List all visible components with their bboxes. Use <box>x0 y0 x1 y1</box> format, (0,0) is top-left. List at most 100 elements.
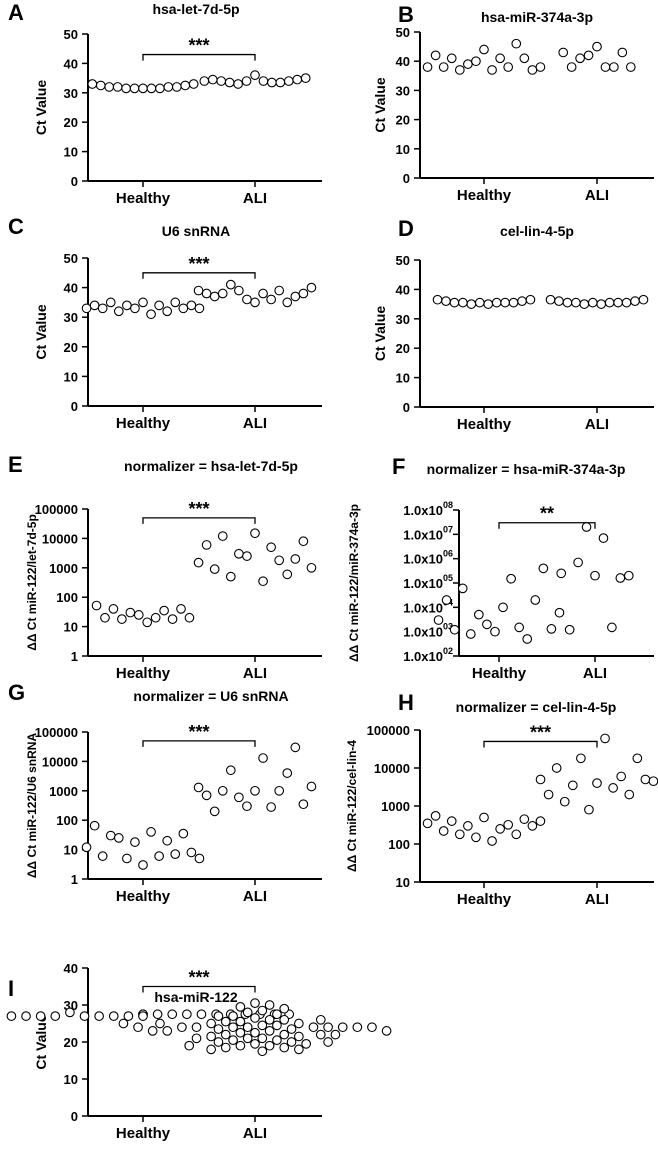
data-point <box>600 733 610 744</box>
significance-label: *** <box>188 36 209 56</box>
data-point <box>430 50 441 61</box>
y-tick-label: 20 <box>396 113 410 128</box>
data-point <box>150 612 161 623</box>
data-point <box>292 74 303 85</box>
y-axis-label: Ct Value <box>372 77 388 132</box>
data-point <box>298 536 309 547</box>
data-point <box>500 297 510 308</box>
data-point <box>272 1020 282 1031</box>
data-point <box>94 1011 104 1021</box>
data-point <box>159 605 169 616</box>
significance-label: *** <box>188 499 209 519</box>
data-point <box>257 1020 268 1031</box>
data-point <box>213 1024 224 1034</box>
data-point <box>264 1000 275 1010</box>
data-point <box>608 783 618 793</box>
data-point <box>458 297 468 308</box>
y-tick-label: 20 <box>64 340 78 355</box>
data-point <box>207 74 218 85</box>
data-point <box>498 602 508 613</box>
data-point <box>487 65 497 75</box>
data-point <box>457 583 468 594</box>
data-point <box>234 285 244 296</box>
data-point <box>527 65 538 75</box>
data-point <box>279 1014 290 1025</box>
y-tick-label: 50 <box>396 25 410 40</box>
data-point <box>454 65 465 75</box>
data-point <box>490 626 500 637</box>
data-point <box>487 836 497 846</box>
data-point <box>264 1014 275 1025</box>
data-point <box>491 297 502 308</box>
data-point <box>188 79 199 89</box>
data-point <box>117 614 127 624</box>
data-point <box>465 629 476 639</box>
data-point <box>89 300 100 311</box>
y-tick-label: 100000 <box>367 723 410 738</box>
data-point <box>108 604 119 614</box>
data-point <box>125 607 136 618</box>
data-point <box>503 819 514 830</box>
data-point <box>551 763 562 773</box>
data-point <box>617 47 628 58</box>
data-point <box>474 297 485 308</box>
data-point <box>266 542 276 553</box>
data-point <box>466 299 477 309</box>
data-point <box>463 821 473 831</box>
data-point <box>87 79 98 89</box>
x-tick-label: Healthy <box>457 187 512 204</box>
y-tick-label: 20 <box>64 115 78 130</box>
data-point <box>228 1011 238 1021</box>
data-point <box>301 1038 312 1049</box>
panel-letter: C <box>8 214 24 239</box>
data-point <box>225 571 236 582</box>
x-tick-label: Healthy <box>116 415 171 432</box>
y-tick-label: 10 <box>64 620 78 635</box>
data-point <box>600 62 611 72</box>
data-point <box>258 753 268 763</box>
data-point <box>121 83 131 94</box>
data-point <box>479 812 489 823</box>
data-point <box>206 1018 216 1029</box>
data-point <box>91 600 102 611</box>
y-tick-label: 30 <box>396 312 410 327</box>
data-point <box>592 41 602 52</box>
x-tick-label: ALI <box>585 891 609 908</box>
y-tick-label: 10 <box>64 369 78 384</box>
chart-title: U6 snRNA <box>162 223 230 239</box>
data-point <box>123 1011 134 1021</box>
x-tick-label: ALI <box>243 888 267 905</box>
data-point <box>535 816 546 826</box>
data-point <box>138 297 148 308</box>
data-point <box>530 595 541 605</box>
data-point <box>367 1022 377 1033</box>
data-point <box>257 1005 268 1016</box>
data-point <box>308 1022 319 1033</box>
significance-bracket <box>142 985 256 993</box>
data-point <box>35 1011 46 1021</box>
data-point <box>206 1044 216 1055</box>
data-point <box>567 780 578 791</box>
data-point <box>283 76 294 86</box>
chart-title: cel-lin-4-5p <box>500 223 574 239</box>
data-point <box>290 742 301 753</box>
data-point <box>258 76 269 86</box>
data-point <box>89 820 100 831</box>
data-point <box>209 806 220 817</box>
data-point <box>495 824 505 834</box>
y-axis-label: ΔΔ Ct miR-122/U6 snRNA <box>25 733 39 879</box>
data-point <box>193 782 204 793</box>
data-point <box>506 573 516 584</box>
data-point <box>220 1029 231 1040</box>
data-point <box>122 300 132 311</box>
data-point <box>250 528 260 539</box>
significance-bracket <box>142 272 256 279</box>
data-point <box>630 296 640 307</box>
y-tick-label: 40 <box>396 54 410 69</box>
significance-label: *** <box>188 722 209 742</box>
data-point <box>97 851 108 861</box>
data-point <box>607 622 617 633</box>
data-point <box>613 297 623 308</box>
